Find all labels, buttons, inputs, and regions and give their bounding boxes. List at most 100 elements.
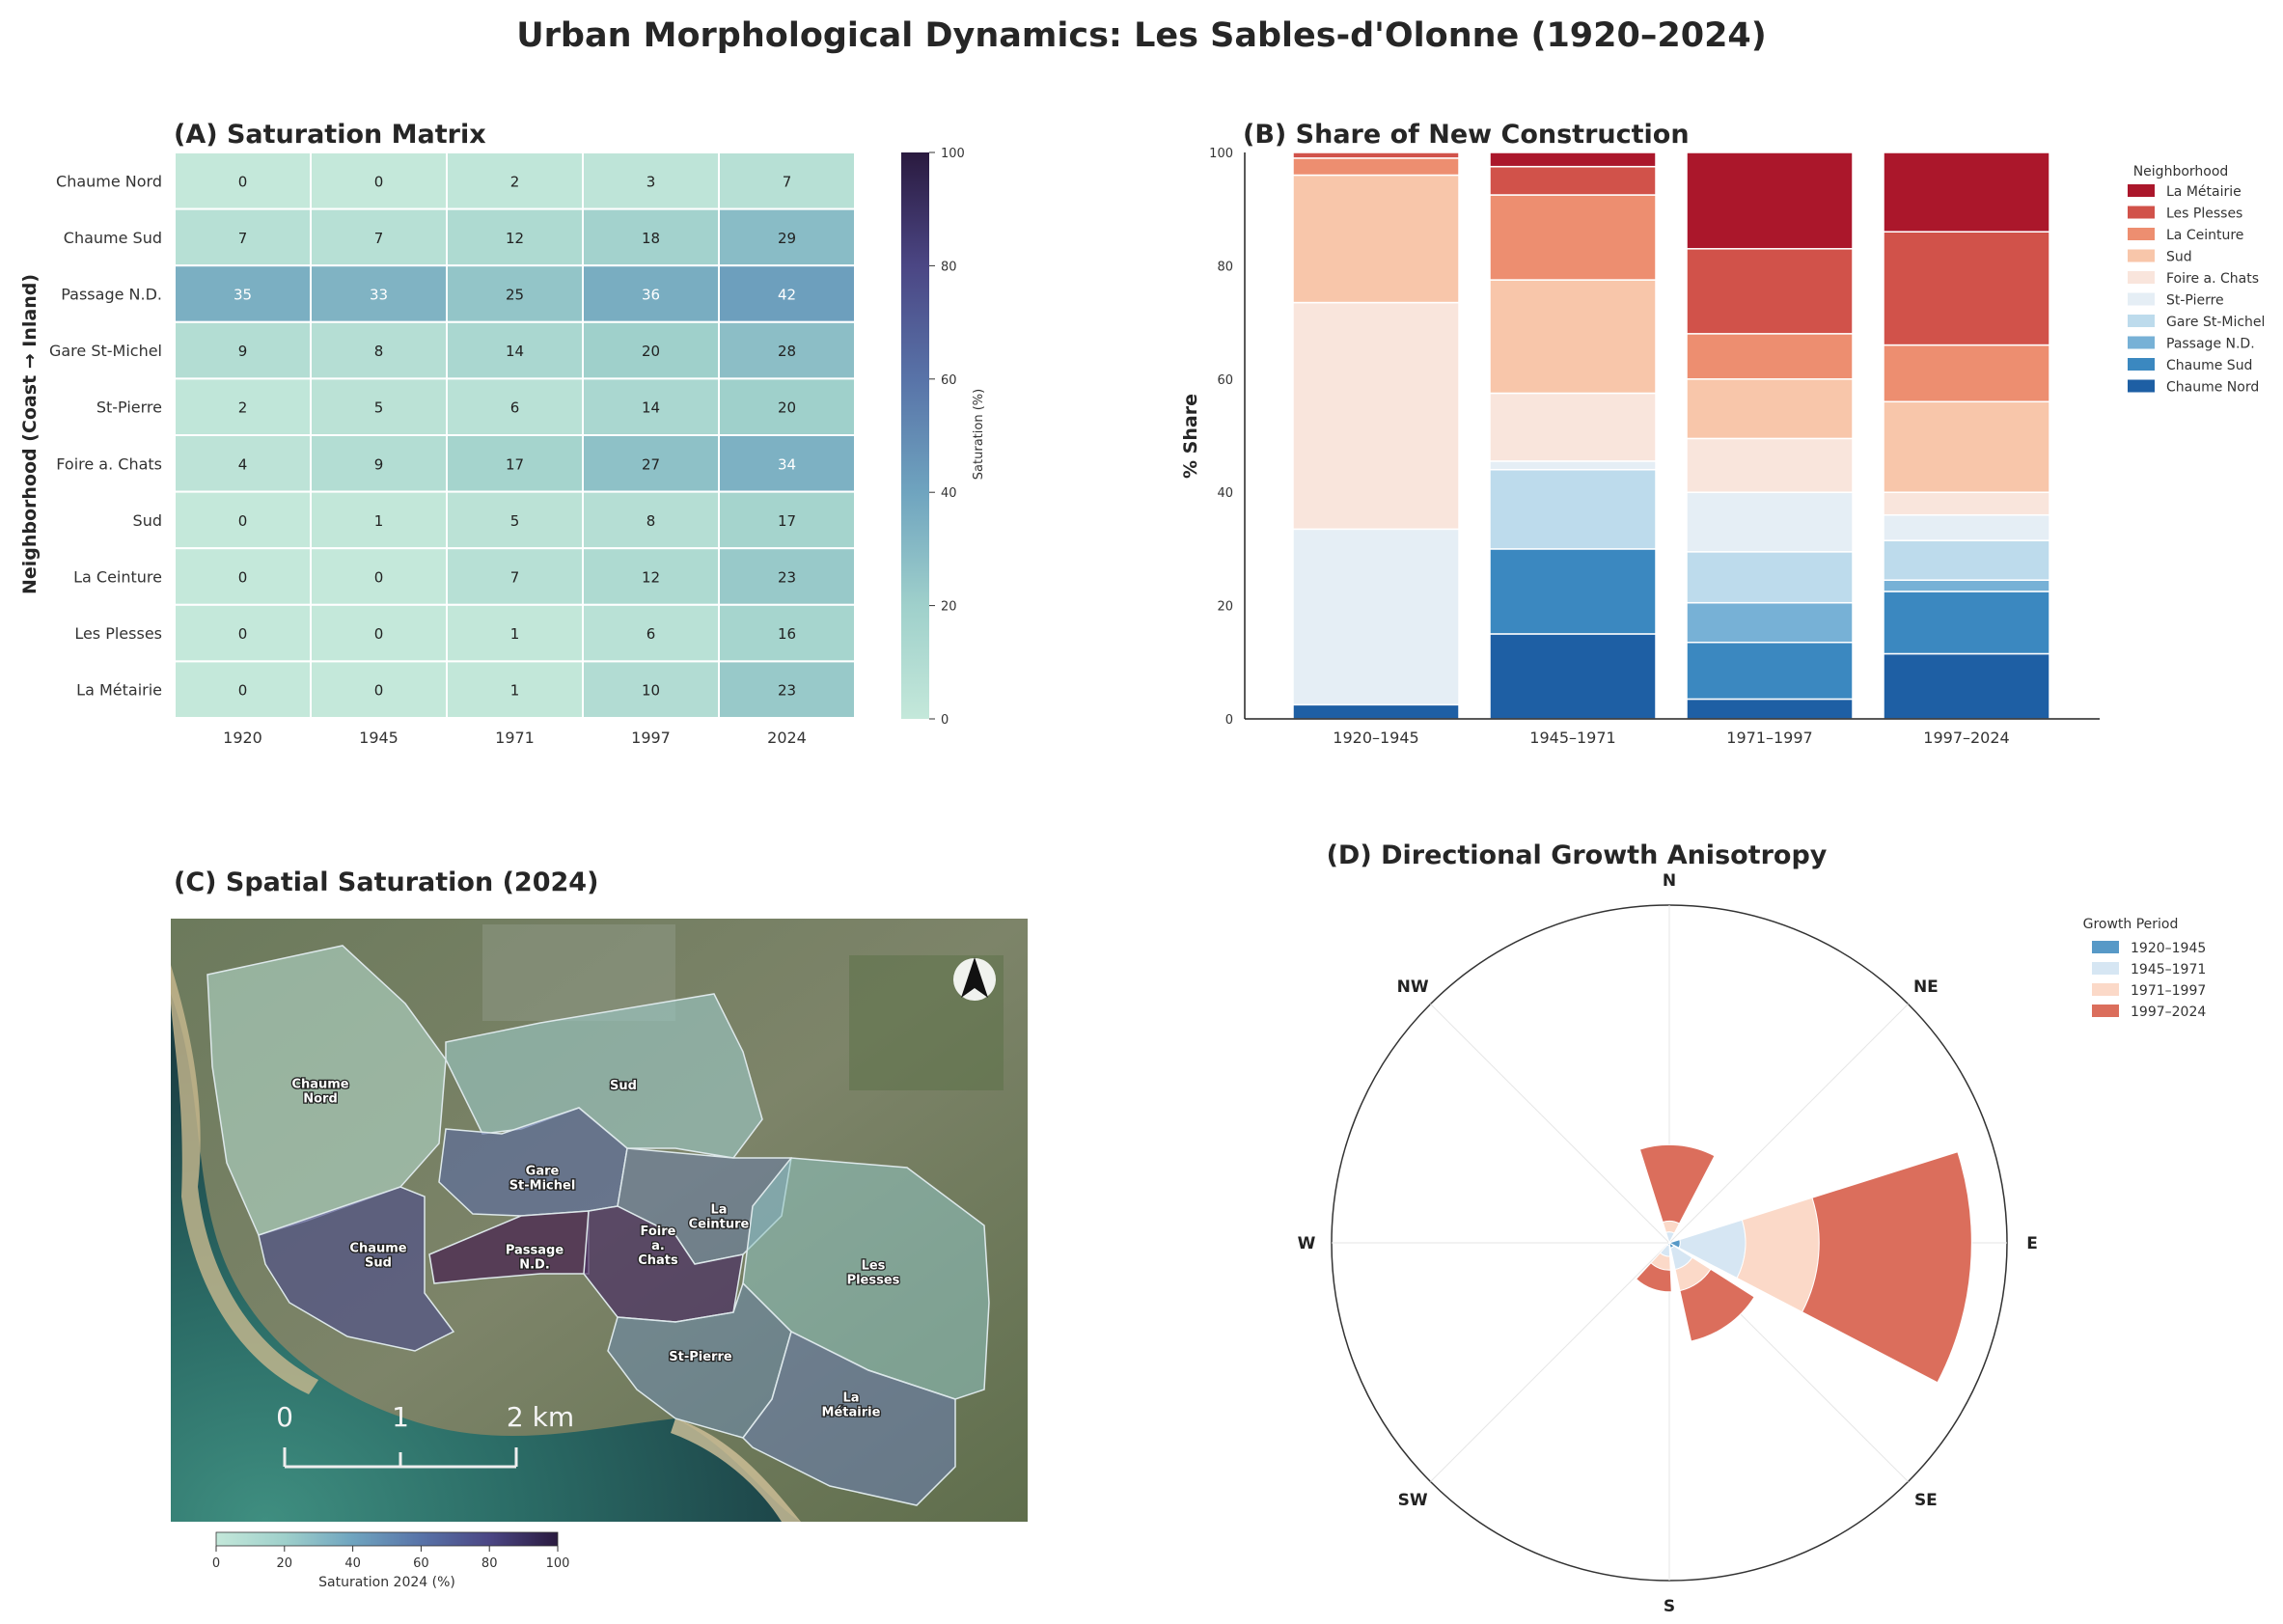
heatmap-row-label: Sud [133, 511, 162, 530]
heatmap-cell [582, 434, 720, 493]
direction-label-ne: NE [1913, 977, 1939, 997]
panel-b-title: (B) Share of New Construction [1243, 120, 1690, 150]
direction-label-s: S [1664, 1597, 1675, 1616]
heatmap-cell-value: 34 [778, 455, 796, 473]
bar-sud [1883, 400, 2050, 493]
heatmap-cell-value: 0 [238, 569, 248, 587]
heatmap-cell-value: 12 [506, 230, 524, 247]
map-label-la-metairie: Métairie [822, 1406, 881, 1420]
legend-label: 1945–1971 [2131, 962, 2206, 977]
heatmap-cell-value: 29 [778, 230, 796, 247]
legend-label: Les Plesses [2166, 206, 2242, 222]
polar-spoke [1430, 1242, 1670, 1482]
legend-label: Foire a. Chats [2166, 271, 2259, 287]
heatmap-cell-value: 0 [374, 625, 384, 643]
bar-foire-a-chats [1292, 301, 1460, 531]
legend-label: St-Pierre [2166, 293, 2224, 309]
y-tick-label: 20 [1217, 600, 1233, 615]
heatmap-cell-value: 0 [238, 173, 248, 190]
polar-direction-labels: N NE E SE S SW W NW [1298, 871, 2038, 1616]
heatmap-cell [718, 547, 856, 606]
panel-c-colorbar-ticks: 0 20 40 60 80 100 [212, 1546, 569, 1571]
legend-swatch [2128, 249, 2155, 262]
scale-bar: 0 1 2 km [276, 1401, 574, 1469]
y-tick-label: 60 [1217, 373, 1233, 388]
y-tick-label: 100 [1209, 147, 1233, 161]
heatmap-cell-value: 16 [778, 625, 796, 643]
heatmap-cell-value: 20 [778, 399, 796, 417]
y-tick-label: 0 [1225, 713, 1233, 728]
y-tick-label: 40 [1217, 486, 1233, 501]
scale-label-1: 1 [392, 1401, 409, 1433]
legend-swatch [2092, 1005, 2119, 1017]
legend-swatch [2128, 228, 2155, 240]
bar-chaume-nord [1686, 698, 1854, 720]
map-label-chaume-nord: Chaume [291, 1078, 348, 1092]
panel-c-colorbar [215, 1531, 559, 1547]
polar-sector-1997-2024 [1635, 1262, 1672, 1293]
direction-label-sw: SW [1398, 1491, 1428, 1510]
heatmap-row-label: Chaume Sud [64, 229, 162, 247]
heatmap-row-label: Foire a. Chats [56, 454, 162, 473]
bar-la-ceinture [1292, 157, 1460, 177]
heatmap-cell [582, 660, 720, 720]
map-label-la-ceinture: Ceinture [689, 1218, 750, 1232]
heatmap-cell-value: 27 [642, 455, 660, 473]
legend-swatch [2128, 292, 2155, 306]
heatmap-cell-value: 0 [374, 173, 384, 190]
colorbar-tick-label: 80 [941, 260, 957, 274]
x-tick-label: 1971–1997 [1726, 729, 1812, 747]
legend-swatch [2128, 315, 2155, 327]
bar-st-pierre [1883, 513, 2050, 541]
bar-foire-a-chats [1883, 491, 2050, 516]
heatmap-cell-value: 10 [642, 682, 660, 700]
panel-a-colorbar-ticks: 0 20 40 60 80 100 [929, 147, 965, 728]
map-label-la-ceinture: La [710, 1203, 727, 1218]
map-label-passage-n-d: Passage [506, 1244, 564, 1258]
region-passage-nd [428, 1210, 590, 1284]
heatmap-row-label: Gare St-Michel [49, 342, 162, 360]
direction-label-e: E [2026, 1234, 2038, 1253]
legend-swatch [2128, 379, 2155, 393]
bar-sud [1292, 174, 1460, 304]
panel-c-map: (C) Spatial Saturation (2024) [171, 867, 1028, 1590]
x-tick-label: 1920–1945 [1333, 729, 1418, 747]
bar-les-plesses [1686, 248, 1854, 335]
heatmap-cell [310, 434, 448, 493]
legend-swatch [2128, 358, 2155, 371]
colorbar-tick-label: 60 [941, 373, 957, 388]
bar-les-plesses [1489, 165, 1657, 196]
heatmap-cell-value: 35 [234, 287, 252, 304]
map-label-gare-st-michel: Gare [526, 1165, 560, 1179]
heatmap-cell [310, 547, 448, 606]
heatmap-cell [582, 264, 720, 323]
bar-la-metairie [1883, 151, 2050, 233]
panel-b-legend-title: Neighborhood [2133, 164, 2229, 179]
heatmap-cell-value: 33 [370, 287, 388, 304]
heatmap-row-label: Les Plesses [74, 624, 162, 643]
heatmap-cell-value: 0 [238, 625, 248, 643]
bar-chaume-sud [1686, 642, 1854, 701]
legend-swatch [2128, 336, 2155, 349]
heatmap-cell [310, 264, 448, 323]
heatmap-cell [582, 320, 720, 380]
heatmap-column-label: 2024 [767, 729, 807, 747]
scale-label-2: 2 km [507, 1401, 574, 1433]
map-label-la-metairie: La [842, 1391, 859, 1406]
heatmap-cell-value: 7 [510, 569, 520, 587]
panel-b-ylabel: % Share [1180, 394, 1201, 479]
heatmap-column-label: 1971 [495, 729, 535, 747]
heatmap-cell-value: 0 [374, 682, 384, 700]
panel-b-stacked-bar: (B) Share of New Construction % Share 19… [1180, 120, 2265, 747]
panel-d-legend-title: Growth Period [2083, 917, 2179, 932]
y-tick-label: 80 [1217, 260, 1233, 274]
heatmap-cell [446, 434, 584, 493]
heatmap-cell-value: 14 [642, 399, 660, 417]
legend-swatch [2092, 962, 2119, 975]
map-label-passage-n-d: N.D. [519, 1258, 550, 1273]
legend-label: Gare St-Michel [2166, 315, 2265, 330]
heatmap-column-label: 1997 [631, 729, 671, 747]
legend-label: La Ceinture [2166, 228, 2243, 243]
legend-label: 1971–1997 [2131, 983, 2206, 999]
